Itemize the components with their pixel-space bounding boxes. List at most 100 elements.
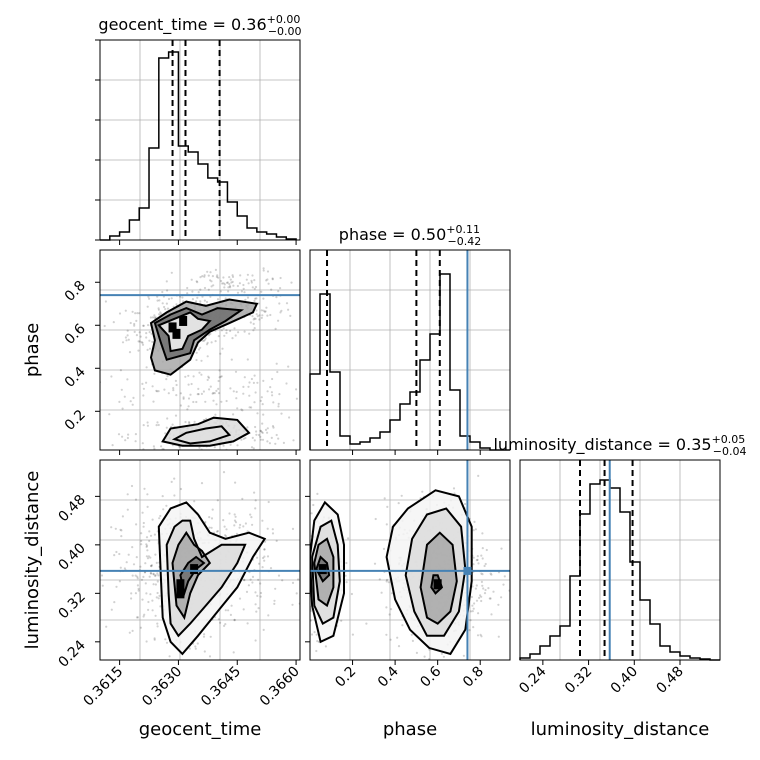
sample-point [205, 300, 209, 304]
sample-point [204, 337, 207, 340]
sample-point [142, 387, 145, 390]
sample-point [81, 408, 83, 410]
sample-point [147, 555, 150, 558]
sample-point [229, 443, 232, 446]
contour-line [165, 519, 247, 638]
sample-point [483, 592, 487, 595]
sample-point [261, 438, 265, 441]
sample-point [220, 375, 223, 378]
sample-point [141, 598, 144, 601]
sample-point [287, 308, 290, 311]
sample-point [149, 572, 152, 575]
sample-point [173, 477, 176, 480]
sample-point [195, 400, 198, 404]
sample-point [285, 302, 289, 305]
sample-point [191, 298, 194, 301]
sample-point [153, 316, 156, 319]
sample-point [262, 379, 265, 382]
sample-point [202, 339, 205, 342]
sample-point [208, 655, 212, 658]
sample-point [207, 334, 211, 337]
sample-point [161, 447, 164, 450]
sample-point [208, 526, 211, 529]
sample-point [125, 561, 128, 564]
sample-point [270, 436, 273, 439]
sample-point [251, 581, 254, 584]
sample-point [253, 299, 256, 302]
sample-point [340, 619, 343, 622]
sample-point [254, 507, 257, 510]
sample-point [240, 290, 243, 293]
sample-point [141, 382, 144, 385]
sample-point [95, 432, 97, 434]
sample-point [316, 640, 319, 643]
sample-point [269, 386, 272, 389]
sample-point [165, 426, 168, 429]
sample-point [251, 274, 254, 277]
sample-point [252, 318, 255, 321]
sample-point [229, 278, 232, 281]
sample-point [131, 574, 134, 577]
sample-point [222, 282, 225, 285]
sample-point [260, 290, 263, 293]
sample-point [154, 583, 157, 586]
sample-point [387, 581, 390, 584]
sample-point [222, 519, 225, 522]
sample-point [114, 527, 117, 530]
sample-point [95, 576, 97, 578]
density-fill [158, 312, 210, 352]
sample-point [396, 636, 399, 639]
sample-point [228, 512, 231, 515]
sample-point [248, 332, 251, 335]
sample-point [267, 282, 270, 285]
sample-point [155, 561, 158, 565]
sample-point [198, 371, 201, 374]
sample-point [200, 373, 203, 376]
sample-point [249, 321, 252, 324]
sample-point [252, 381, 255, 384]
sample-point [210, 341, 213, 344]
sample-point [291, 527, 295, 531]
sample-point [154, 574, 157, 578]
sample-point [182, 397, 185, 400]
sample-point [324, 645, 327, 648]
sample-point [222, 327, 225, 330]
sample-point [204, 400, 207, 403]
sample-point [209, 332, 212, 335]
sample-point [260, 316, 263, 319]
sample-point [300, 552, 302, 554]
sample-point [488, 597, 491, 600]
sample-point [163, 388, 166, 391]
sample-point [224, 534, 227, 537]
sample-point [148, 297, 151, 300]
sample-point [316, 492, 319, 495]
sample-point [301, 394, 303, 396]
sample-point [274, 327, 277, 330]
sample-point [92, 570, 94, 572]
sample-point [236, 444, 239, 447]
sample-point [474, 528, 477, 531]
sample-point [259, 399, 262, 402]
sample-point [168, 655, 171, 658]
sample-point [470, 595, 473, 599]
sample-point [94, 599, 96, 601]
sample-point [181, 296, 184, 299]
sample-point [157, 452, 159, 454]
sample-point [110, 375, 113, 378]
sample-point [141, 442, 144, 445]
sample-point [152, 573, 155, 576]
sample-point [143, 613, 146, 616]
sample-point [184, 375, 187, 378]
sample-point [236, 407, 239, 410]
sample-point [187, 374, 190, 377]
sample-point [487, 587, 490, 590]
sample-point [248, 381, 251, 384]
sample-point [182, 396, 185, 399]
sample-point [271, 278, 274, 281]
density-peak [172, 328, 181, 339]
sample-point [220, 329, 223, 332]
sample-point [227, 286, 230, 289]
sample-point [270, 391, 273, 394]
sample-point [478, 596, 481, 600]
sample-point [380, 591, 383, 594]
